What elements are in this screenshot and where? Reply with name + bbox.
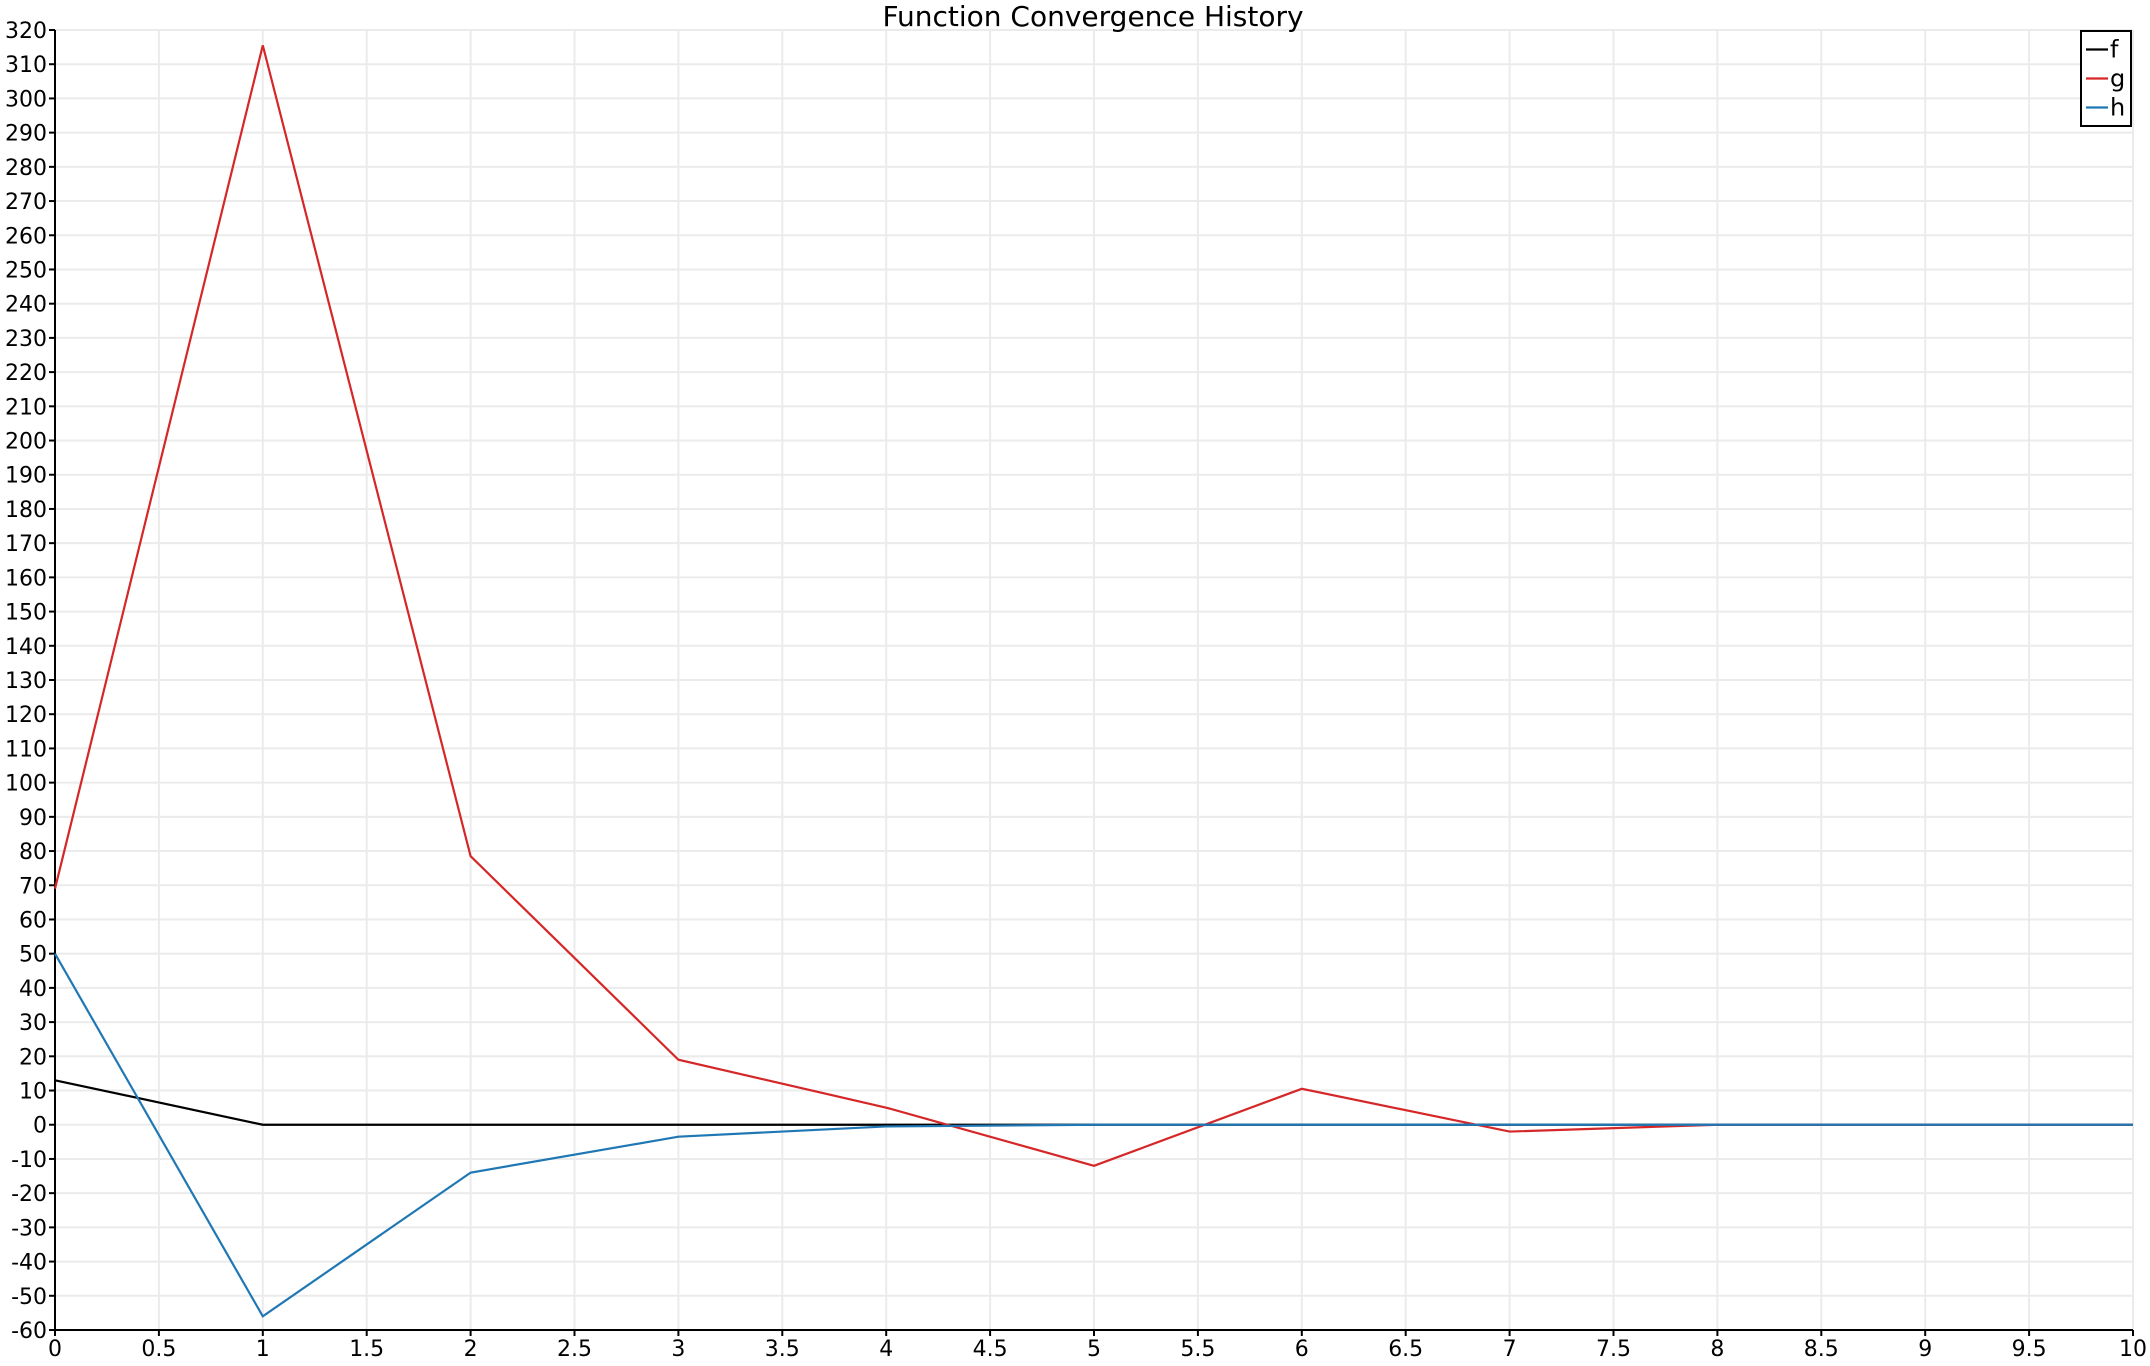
y-tick-label: 130 — [5, 669, 47, 694]
y-tick-label: 310 — [5, 53, 47, 78]
chart-title: Function Convergence History — [882, 0, 1303, 33]
y-tick-label: 300 — [5, 87, 47, 112]
series-lines — [53, 45, 2133, 1318]
y-tick-label: 110 — [5, 737, 47, 762]
y-tick-label: 140 — [5, 635, 47, 660]
x-tick-label: 9.5 — [2012, 1337, 2047, 1362]
y-tick-label: 250 — [5, 258, 47, 283]
grid-lines — [54, 29, 2134, 1331]
x-tick-label: 10 — [2119, 1337, 2147, 1362]
y-tick-label: 30 — [19, 1011, 47, 1036]
y-tick-label: 70 — [19, 874, 47, 899]
x-tick-label: 4.5 — [973, 1337, 1008, 1362]
x-tick-label: 5 — [1087, 1337, 1101, 1362]
x-tick-label: 2.5 — [557, 1337, 592, 1362]
y-tick-label: -40 — [11, 1251, 47, 1276]
y-tick-label: 50 — [19, 943, 47, 968]
y-tick-label: 120 — [5, 703, 47, 728]
series-line-h — [54, 953, 2133, 1318]
y-tick-label: 150 — [5, 601, 47, 626]
y-tick-label: 40 — [19, 977, 47, 1002]
x-tick-label: 5.5 — [1180, 1337, 1215, 1362]
x-tick-label: 6 — [1295, 1337, 1309, 1362]
y-tick-label: -20 — [11, 1182, 47, 1207]
y-tick-label: 220 — [5, 361, 47, 386]
x-tick-label: 8 — [1710, 1337, 1724, 1362]
legend: fgh — [2080, 30, 2132, 127]
y-tick-label: -10 — [11, 1148, 47, 1173]
x-tick-label: 7.5 — [1596, 1337, 1631, 1362]
y-tick-label: -60 — [11, 1319, 47, 1344]
y-tick-label: 320 — [5, 19, 47, 44]
x-tick-label: 8.5 — [1804, 1337, 1839, 1362]
y-tick-label: 10 — [19, 1080, 47, 1105]
y-tick-label: 160 — [5, 566, 47, 591]
x-tick-label: 1.5 — [349, 1337, 384, 1362]
x-tick-label: 1 — [256, 1337, 270, 1362]
y-tick-label: 100 — [5, 772, 47, 797]
x-tick-label: 0 — [48, 1337, 62, 1362]
x-tick-label: 4 — [879, 1337, 893, 1362]
y-tick-label: 180 — [5, 498, 47, 523]
y-tick-label: 60 — [19, 908, 47, 933]
y-tick-label: 20 — [19, 1045, 47, 1070]
y-tick-label: 280 — [5, 156, 47, 181]
y-tick-label: -50 — [11, 1285, 47, 1310]
y-tick-label: 200 — [5, 430, 47, 455]
legend-label-f: f — [2110, 36, 2119, 64]
legend-label-h: h — [2110, 94, 2125, 122]
y-tick-label: 240 — [5, 293, 47, 318]
y-tick-label: 270 — [5, 190, 47, 215]
y-tick-label: 0 — [33, 1114, 47, 1139]
x-tick-label: 3.5 — [765, 1337, 800, 1362]
y-tick-label: -30 — [11, 1216, 47, 1241]
x-tick-label: 9 — [1918, 1337, 1932, 1362]
y-tick-label: 210 — [5, 395, 47, 420]
x-tick-label: 2 — [464, 1337, 478, 1362]
y-tick-label: 260 — [5, 224, 47, 249]
y-tick-label: 290 — [5, 122, 47, 147]
y-tick-label: 170 — [5, 532, 47, 557]
x-tick-label: 7 — [1503, 1337, 1517, 1362]
x-tick-label: 6.5 — [1388, 1337, 1423, 1362]
x-tick-label: 0.5 — [141, 1337, 176, 1362]
x-tick-label: 3 — [671, 1337, 685, 1362]
y-tick-label: 190 — [5, 464, 47, 489]
y-tick-label: 90 — [19, 806, 47, 831]
axes: 0 0.5 1 1.5 2 2.5 3 3.5 4 4.5 5 5.5 6 6.5 7 7.5 8 8.5 9 9.5… — [5, 19, 2147, 1362]
legend-label-g: g — [2110, 65, 2125, 93]
y-tick-label: 80 — [19, 840, 47, 865]
y-tick-label: 230 — [5, 327, 47, 352]
